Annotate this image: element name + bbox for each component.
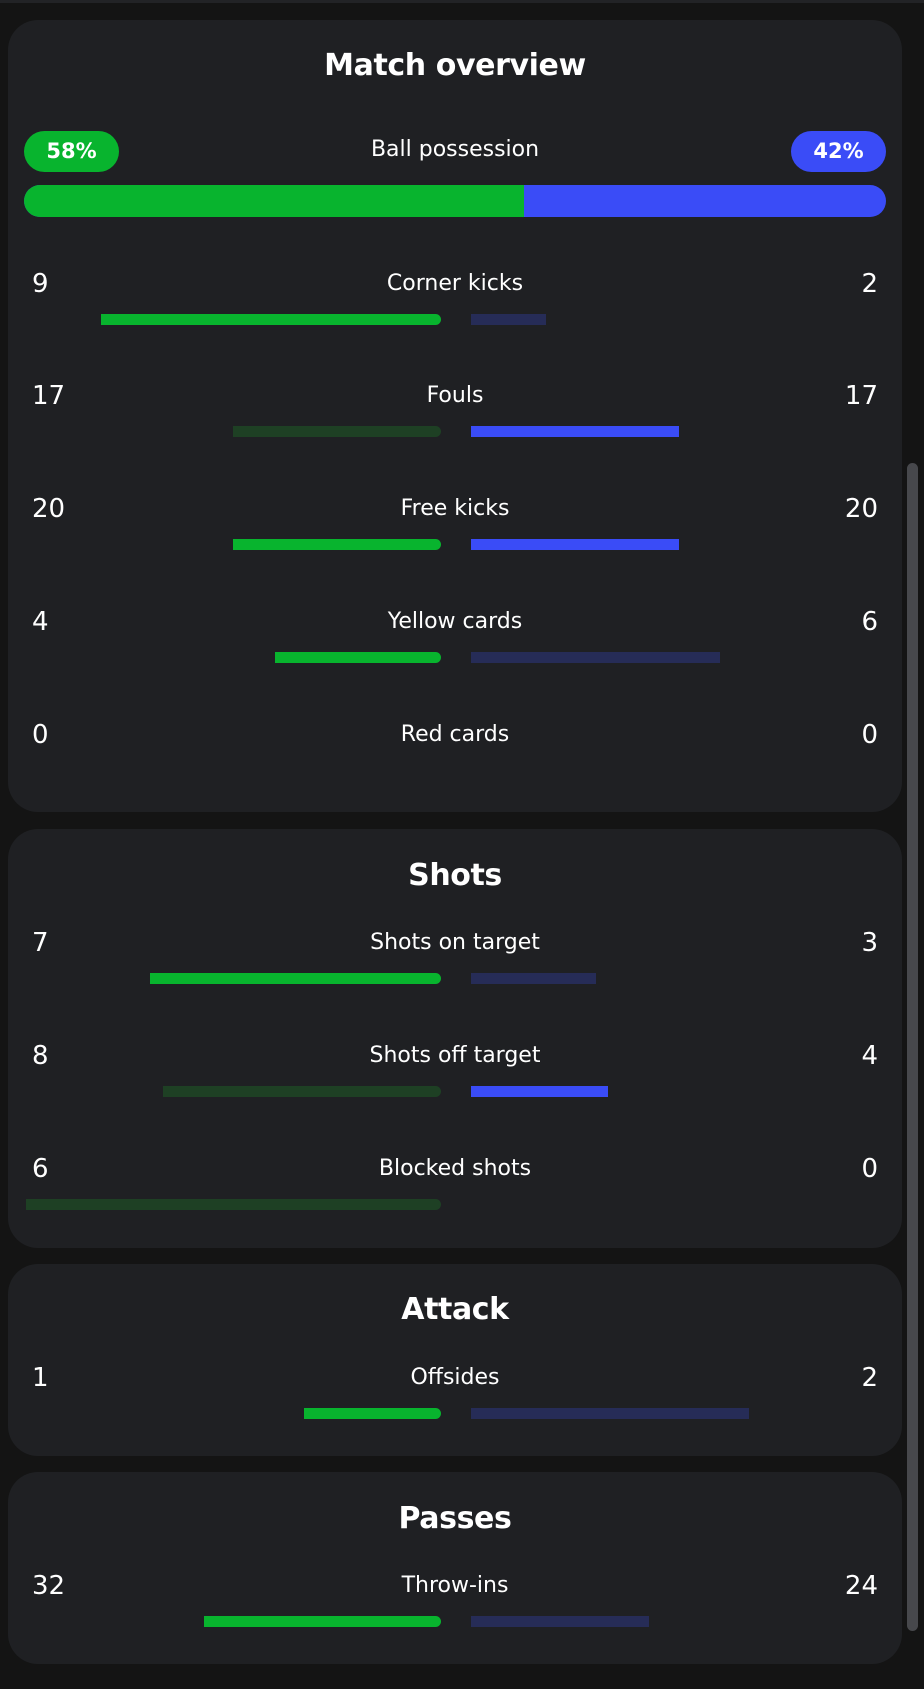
stat-row-shots-on-target: 7 Shots on target 3	[8, 925, 902, 1005]
away-bar	[471, 1408, 749, 1419]
stat-label: Red cards	[400, 722, 510, 747]
home-value: 1	[32, 1363, 49, 1393]
home-bar	[26, 1199, 441, 1210]
away-bar	[471, 1616, 649, 1627]
stat-row-red-cards: 0 Red cards 0	[8, 717, 902, 797]
stat-row-fouls: 17 Fouls 17	[8, 378, 902, 458]
home-possession-pill: 58%	[24, 131, 119, 172]
stat-label: Fouls	[426, 383, 484, 408]
home-bar	[150, 973, 441, 984]
attack-title: Attack	[401, 1292, 509, 1327]
away-value: 17	[844, 381, 878, 411]
stat-row-corner-kicks: 9 Corner kicks 2	[8, 266, 902, 346]
passes-title: Passes	[398, 1501, 512, 1536]
shots-title: Shots	[408, 858, 502, 893]
stat-label: Blocked shots	[378, 1156, 532, 1181]
away-bar	[471, 426, 679, 437]
stat-row-free-kicks: 20 Free kicks 20	[8, 491, 902, 571]
home-bar	[233, 426, 441, 437]
away-value: 0	[861, 720, 878, 750]
top-divider	[0, 0, 924, 3]
home-bar	[101, 314, 441, 325]
home-value: 7	[32, 928, 49, 958]
ball-possession-bar	[24, 185, 886, 217]
home-value: 0	[32, 720, 49, 750]
home-value: 9	[32, 269, 49, 299]
shots-card: Shots 7 Shots on target 3 8 Shots off ta…	[8, 829, 902, 1248]
stat-label: Yellow cards	[387, 609, 523, 634]
away-value: 2	[861, 269, 878, 299]
ball-possession-label: Ball possession	[370, 137, 540, 162]
stat-label: Corner kicks	[386, 271, 524, 296]
home-value: 8	[32, 1041, 49, 1071]
stat-label: Shots off target	[369, 1043, 541, 1068]
ball-possession-row: 58% Ball possession 42%	[24, 131, 886, 175]
away-bar	[471, 539, 679, 550]
home-bar	[163, 1086, 441, 1097]
away-value: 6	[861, 607, 878, 637]
away-bar	[471, 314, 546, 325]
away-value: 24	[844, 1571, 878, 1601]
stat-label: Shots on target	[370, 930, 540, 955]
home-bar	[304, 1408, 441, 1419]
stat-label: Free kicks	[400, 496, 510, 521]
passes-card: Passes 32 Throw-ins 24	[8, 1472, 902, 1664]
away-value: 2	[861, 1363, 878, 1393]
match-overview-card: Match overview 58% Ball possession 42% 9…	[8, 20, 902, 812]
home-value: 6	[32, 1154, 49, 1184]
stat-row-yellow-cards: 4 Yellow cards 6	[8, 604, 902, 684]
home-value: 32	[32, 1571, 66, 1601]
stat-label: Offsides	[410, 1365, 500, 1390]
stat-label: Throw-ins	[401, 1573, 509, 1598]
attack-card: Attack 1 Offsides 2	[8, 1264, 902, 1456]
home-value: 20	[32, 494, 66, 524]
away-bar	[471, 652, 720, 663]
away-value: 20	[844, 494, 878, 524]
home-possession-fill	[24, 185, 524, 217]
home-bar	[204, 1616, 441, 1627]
home-bar	[275, 652, 441, 663]
stat-row-blocked-shots: 6 Blocked shots 0	[8, 1151, 902, 1231]
away-bar	[471, 1086, 608, 1097]
stat-row-throw-ins: 32 Throw-ins 24	[8, 1568, 902, 1648]
stat-row-offsides: 1 Offsides 2	[8, 1360, 902, 1440]
away-value: 0	[861, 1154, 878, 1184]
away-value: 4	[861, 1041, 878, 1071]
away-bar	[471, 973, 596, 984]
vertical-scrollbar[interactable]	[907, 463, 918, 1631]
stat-row-shots-off-target: 8 Shots off target 4	[8, 1038, 902, 1118]
home-value: 4	[32, 607, 49, 637]
away-value: 3	[861, 928, 878, 958]
home-value: 17	[32, 381, 66, 411]
match-overview-title: Match overview	[324, 48, 586, 83]
away-possession-pill: 42%	[791, 131, 886, 172]
home-bar	[233, 539, 441, 550]
